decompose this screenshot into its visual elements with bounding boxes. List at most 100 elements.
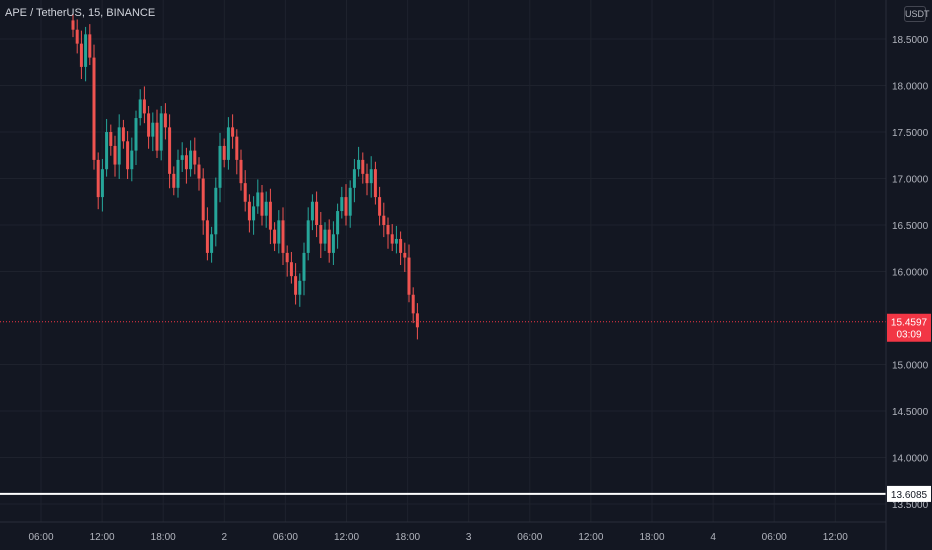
candle-body	[201, 178, 205, 221]
candle-body	[378, 197, 382, 216]
candle-body	[121, 127, 125, 142]
y-tick-label: 15.0000	[892, 361, 929, 372]
y-tick-label: 18.5000	[892, 35, 929, 46]
y-tick-label: 16.5000	[892, 221, 929, 232]
support-price-label: 13.6085	[891, 490, 928, 501]
x-tick-label: 18:00	[151, 532, 176, 543]
candle-body	[411, 294, 415, 314]
candle-body	[336, 211, 340, 235]
candle-body	[134, 118, 138, 151]
candle-body	[365, 173, 369, 184]
candle-body	[222, 145, 226, 160]
candle-body	[327, 229, 331, 253]
candle-body	[373, 169, 377, 198]
y-tick-label: 18.0000	[892, 82, 929, 93]
candle-body	[231, 127, 235, 137]
candle-body	[100, 169, 104, 198]
candle-body	[390, 234, 394, 244]
candle-body	[84, 34, 88, 67]
time-axis[interactable]: 06:00 12:00 18:00 2 06:00 12:00 18:00 3 06:00 12:…	[28, 532, 848, 543]
candle-body	[214, 187, 218, 235]
candle-body	[168, 127, 172, 174]
current-price-tag	[887, 313, 931, 342]
candle-body	[184, 155, 188, 170]
x-tick-label: 4	[710, 532, 716, 543]
x-tick-label: 12:00	[578, 532, 603, 543]
candle-body	[281, 220, 285, 253]
horizontal-lines	[0, 321, 886, 495]
candle-body	[361, 159, 365, 174]
x-tick-label: 06:00	[273, 532, 298, 543]
candle-body	[256, 192, 260, 207]
price-axis-background	[886, 0, 932, 550]
candle-body	[369, 169, 373, 184]
candle-body	[147, 113, 151, 137]
candles	[71, 12, 419, 340]
candle-body	[243, 183, 247, 202]
candle-body	[399, 238, 403, 253]
candle-body	[298, 280, 302, 295]
candle-body	[382, 215, 386, 225]
candle-body	[340, 197, 344, 212]
grid	[0, 0, 886, 522]
candle-body	[348, 187, 352, 216]
candle-body	[197, 164, 201, 179]
candle-body	[394, 238, 398, 244]
candle-body	[277, 220, 281, 244]
x-tick-label: 06:00	[28, 532, 53, 543]
x-tick-label: 06:00	[762, 532, 787, 543]
symbol-title[interactable]: APE / TetherUS, 15, BINANCE	[5, 7, 156, 19]
candle-body	[205, 220, 209, 253]
candle-body	[151, 122, 155, 137]
candle-body	[319, 225, 323, 244]
candle-body	[130, 150, 134, 170]
currency-button[interactable]: USDT	[904, 6, 930, 22]
x-tick-label: 18:00	[395, 532, 420, 543]
x-tick-label: 12:00	[90, 532, 115, 543]
candle-body	[117, 127, 121, 165]
candle-body	[415, 313, 419, 328]
candle-body	[273, 229, 277, 244]
candle-body	[180, 155, 184, 160]
y-tick-label: 14.0000	[892, 454, 929, 465]
candle-body	[126, 141, 130, 170]
y-tick-label: 17.0000	[892, 175, 929, 186]
candle-body	[310, 201, 314, 221]
candle-body	[142, 99, 146, 114]
candle-body	[331, 234, 335, 253]
candle-body	[268, 201, 272, 230]
x-tick-label: 18:00	[639, 532, 664, 543]
candle-body	[96, 159, 100, 198]
candle-body	[260, 192, 264, 216]
candle-body	[92, 57, 96, 160]
candle-body	[247, 201, 251, 221]
candle-body	[218, 145, 222, 188]
y-tick-label: 13.5000	[892, 500, 929, 511]
countdown-label: 03:09	[896, 330, 921, 341]
y-tick-label: 17.5000	[892, 128, 929, 139]
candle-body	[193, 150, 197, 165]
candle-body	[294, 276, 298, 295]
candle-body	[357, 159, 361, 170]
price-axis[interactable]: 18.5000 18.0000 17.5000 17.0000 16.5000 16.00…	[892, 35, 929, 511]
candle-body	[163, 113, 167, 128]
candle-body	[302, 252, 306, 281]
x-tick-label: 12:00	[823, 532, 848, 543]
candle-body	[79, 43, 83, 67]
candle-body	[252, 206, 256, 221]
candle-body	[352, 169, 356, 188]
candle-body	[155, 122, 159, 151]
candle-body	[176, 159, 180, 188]
candle-body	[306, 220, 310, 253]
candle-body	[172, 173, 176, 188]
current-price-label: 15.4597	[891, 318, 928, 329]
candle-body	[344, 197, 348, 216]
candle-body	[264, 201, 268, 216]
candle-body	[323, 229, 327, 244]
x-tick-label: 12:00	[334, 532, 359, 543]
candle-body	[386, 225, 390, 235]
candle-body	[88, 34, 92, 58]
candle-body	[407, 257, 411, 295]
